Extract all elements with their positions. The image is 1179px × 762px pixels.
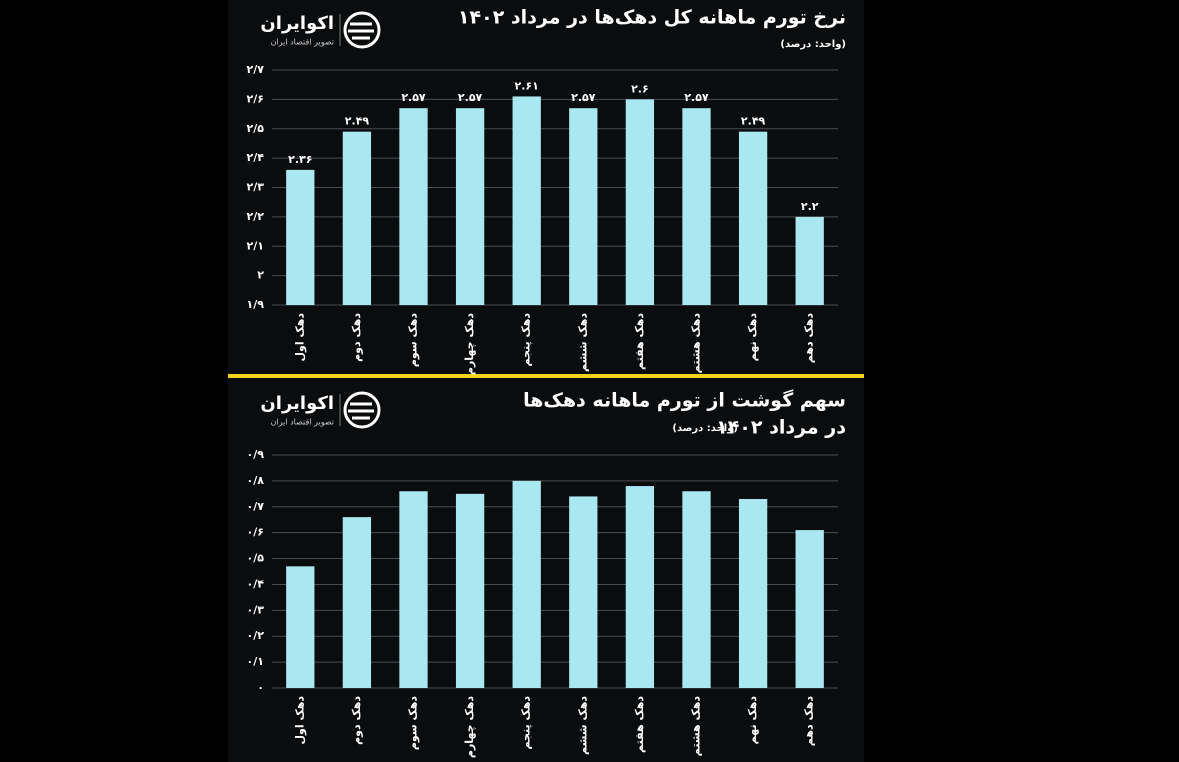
bar: [682, 491, 711, 688]
bar: [512, 480, 541, 688]
value-label: ۲.۵۷: [571, 91, 596, 104]
y-tick-label: ۰/۳: [247, 603, 265, 616]
y-tick-label: ۲/۵: [247, 122, 265, 135]
bar: [738, 131, 768, 305]
y-tick-label: ۲/۷: [247, 63, 265, 76]
y-tick-label: ۲: [257, 269, 264, 282]
bar: [342, 131, 372, 305]
value-label: ۲.۶۱: [515, 79, 539, 92]
y-tick-label: ۰: [257, 681, 264, 694]
x-tick-label: دهک دهم: [803, 313, 816, 364]
logo-name: اکوایران: [260, 393, 334, 414]
logo-tagline: تصویر اقتصاد ایران: [271, 38, 334, 47]
x-tick-label: دهک اول: [293, 696, 306, 745]
x-tick-label: دهک هفتم: [633, 313, 646, 370]
x-tick-label: دهک ششم: [576, 696, 589, 755]
bar: [795, 530, 824, 688]
x-tick-label: دهک چهارم: [463, 313, 476, 375]
bar: [286, 566, 315, 688]
y-tick-label: ۰/۵: [247, 552, 265, 565]
unit-label: (واحد: درصد): [780, 39, 846, 50]
y-tick-label: ۰/۸: [247, 474, 265, 487]
bar: [625, 99, 655, 305]
y-tick-label: ۲/۱: [247, 239, 264, 252]
logo-tagline: تصویر اقتصاد ایران: [271, 418, 334, 427]
value-label: ۲.۴۹: [741, 115, 766, 128]
bar: [569, 108, 598, 305]
bar: [512, 96, 541, 305]
bar: [399, 491, 428, 688]
x-tick-label: دهک پنجم: [520, 313, 533, 367]
bar: [738, 499, 768, 688]
bar: [795, 216, 824, 305]
y-tick-label: ۲/۶: [247, 92, 264, 105]
x-tick-label: دهک ششم: [576, 313, 589, 372]
bar: [455, 108, 485, 305]
x-tick-label: دهک سوم: [407, 313, 420, 367]
x-tick-label: دهک هشتم: [690, 696, 703, 757]
logo-bottom: اکوایران تصویر اقتصاد ایران: [260, 391, 381, 429]
x-tick-label: دهک اول: [293, 313, 306, 362]
x-tick-label: دهک هفتم: [633, 696, 646, 753]
value-label: ۲.۶: [631, 82, 649, 95]
unit-label: (واحد: درصد): [672, 423, 738, 434]
panel-background: [228, 0, 864, 762]
logo-name: اکوایران: [260, 13, 334, 34]
value-label: ۲.۴۹: [345, 115, 370, 128]
y-tick-label: ۲/۳: [247, 181, 265, 194]
value-label: ۲.۳۶: [288, 153, 312, 166]
logo-icon-lines: [348, 402, 374, 420]
bar: [399, 108, 428, 305]
bar: [342, 517, 372, 688]
bar: [569, 496, 598, 688]
chart-title: نرخ تورم ماهانه کل دهک‌ها در مرداد ۱۴۰۲: [458, 7, 846, 29]
x-tick-label: دهک نهم: [746, 696, 759, 745]
bar: [455, 493, 485, 688]
y-tick-label: ۰/۱: [247, 655, 264, 668]
logo-icon: [343, 11, 381, 49]
y-tick-label: ۲/۲: [247, 210, 265, 223]
logo-icon: [343, 391, 381, 429]
bar: [286, 169, 315, 305]
x-tick-label: دهک چهارم: [463, 696, 476, 758]
x-tick-label: دهک هشتم: [690, 313, 703, 374]
value-label: ۲.۵۷: [458, 91, 483, 104]
chart-title: سهم گوشت از تورم ماهانه دهک‌ها: [523, 389, 846, 412]
y-tick-label: ۰/۴: [247, 577, 265, 590]
value-label: ۲.۵۷: [684, 91, 709, 104]
bar: [625, 486, 655, 688]
y-tick-label: ۲/۴: [247, 151, 265, 164]
y-tick-label: ۱/۹: [247, 298, 265, 311]
chart-subtitle: در مرداد ۱۴۰۲: [716, 417, 846, 439]
value-label: ۲.۲: [801, 200, 819, 213]
x-tick-label: دهک پنجم: [520, 696, 533, 750]
x-tick-label: دهک دهم: [803, 696, 816, 747]
x-tick-label: دهک نهم: [746, 313, 759, 362]
y-tick-label: ۰/۶: [247, 526, 264, 539]
logo-icon-lines: [348, 22, 374, 40]
y-tick-label: ۰/۹: [247, 448, 265, 461]
logo-top: اکوایران تصویر اقتصاد ایران: [260, 11, 381, 49]
bar: [682, 108, 711, 305]
x-tick-label: دهک دوم: [350, 313, 363, 362]
value-label: ۲.۵۷: [401, 91, 426, 104]
x-tick-label: دهک دوم: [350, 696, 363, 745]
y-tick-label: ۰/۷: [247, 500, 265, 513]
x-tick-label: دهک سوم: [407, 696, 420, 750]
y-tick-label: ۰/۲: [247, 629, 265, 642]
